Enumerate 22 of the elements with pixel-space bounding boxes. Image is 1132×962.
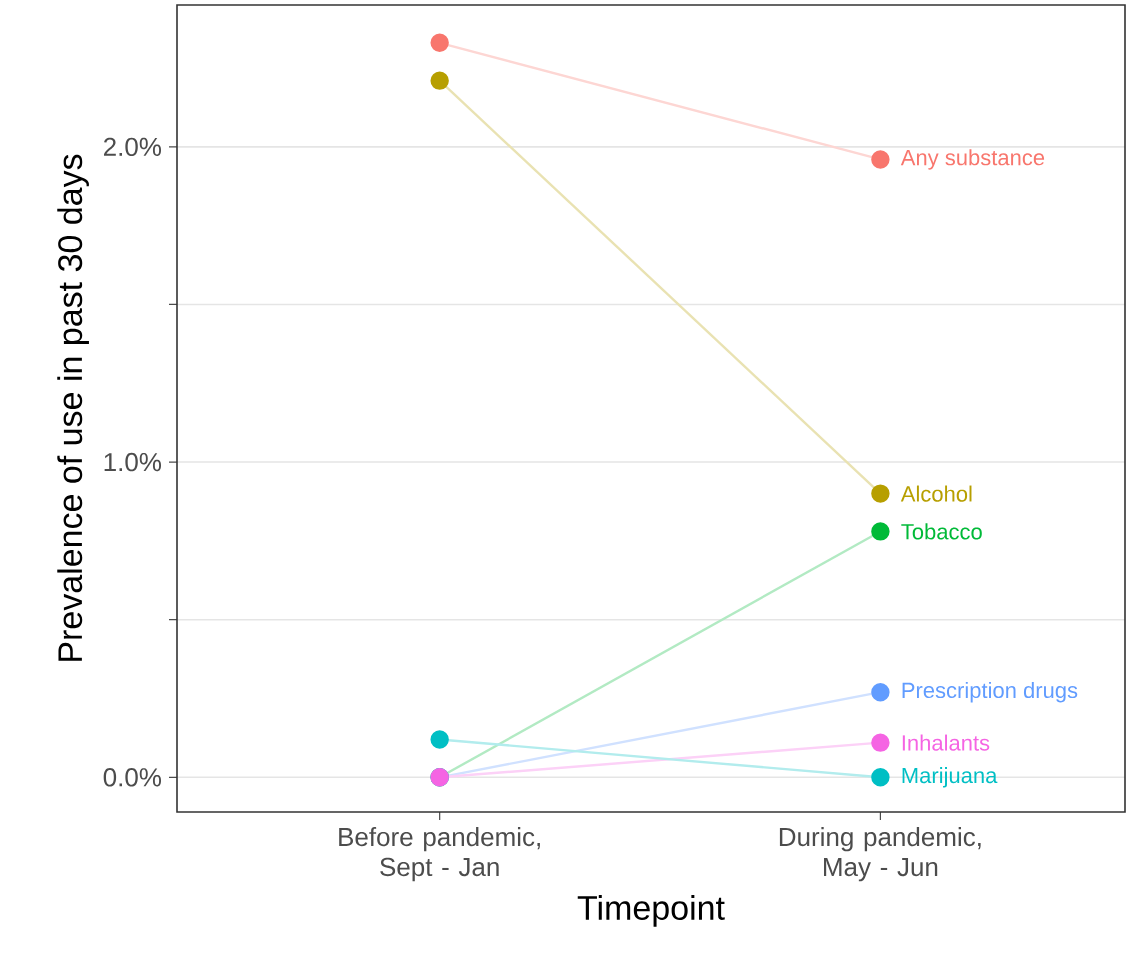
x-tick-label: Before pandemic, Sept - Jan [339, 827, 540, 882]
series-label: Tobacco [901, 523, 982, 540]
y-tick-label: 1.0% [104, 452, 162, 472]
series-label: Marijuana [902, 767, 998, 788]
point [871, 522, 890, 541]
y-axis-title: Prevalence of use in past 30 days [57, 154, 89, 661]
point [871, 768, 890, 787]
point [871, 683, 890, 702]
point [430, 730, 449, 749]
point [871, 733, 890, 752]
series-label: Alcohol [900, 485, 972, 502]
series-label: Prescription drugs [902, 681, 1078, 703]
point [430, 33, 449, 53]
point [430, 71, 449, 90]
x-axis-title: Timepoint [577, 895, 725, 927]
y-tick-label: 0.0% [103, 768, 162, 787]
series-label: Any substance [900, 149, 1045, 170]
x-tick-label: During pandemic, May - Jun [779, 827, 981, 882]
point [871, 484, 890, 503]
y-tick-label: 2.0% [103, 137, 162, 157]
series-label: Inhalants [902, 734, 990, 751]
point [871, 150, 890, 169]
